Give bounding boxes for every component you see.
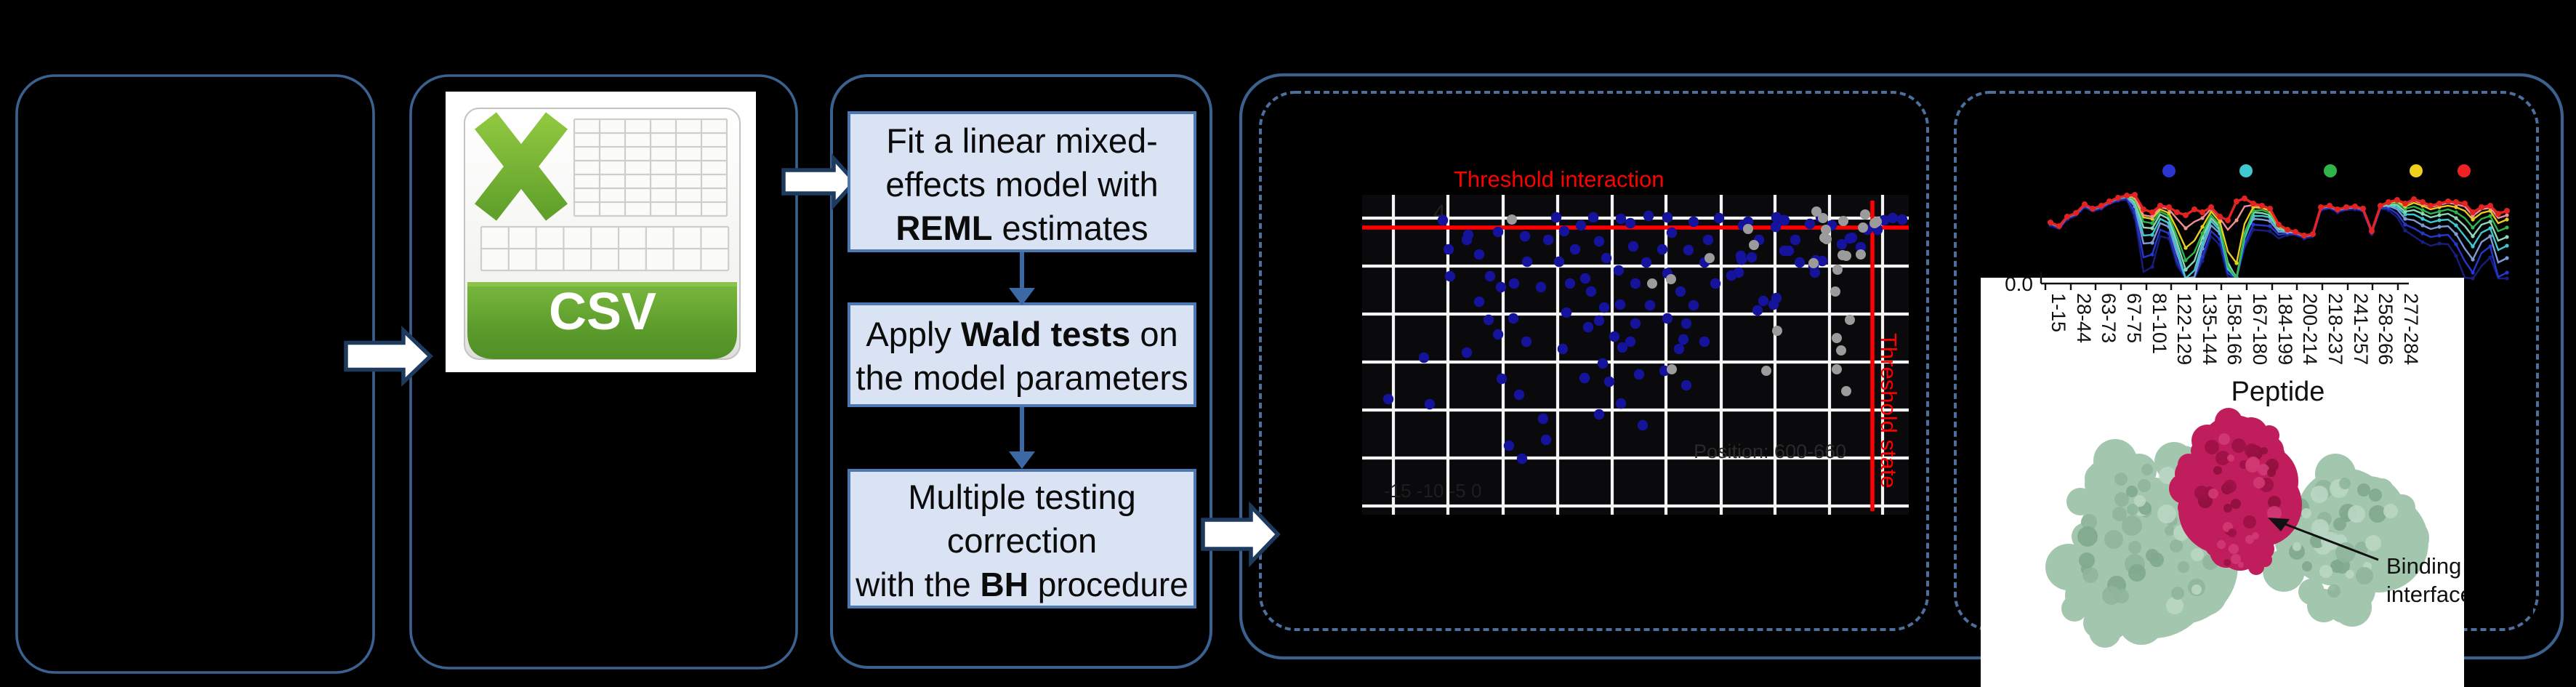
svg-text:interface: interface	[2386, 582, 2473, 607]
svg-text:0.0: 0.0	[2005, 273, 2033, 295]
svg-text:63-73: 63-73	[2098, 293, 2120, 343]
svg-text:-15 -10 -5 0: -15 -10 -5 0	[1384, 480, 1481, 502]
svg-text:1-15: 1-15	[2048, 293, 2069, 332]
svg-text:Apply Wald tests on: Apply Wald tests on	[866, 315, 1178, 353]
svg-text:135-144: 135-144	[2199, 293, 2221, 365]
svg-text:Binding: Binding	[2386, 553, 2461, 579]
svg-text:the model parameters: the model parameters	[856, 358, 1188, 397]
svg-text:67-75: 67-75	[2123, 293, 2145, 343]
svg-text:effects model with: effects model with	[885, 165, 1158, 204]
svg-text:with the BH procedure: with the BH procedure	[855, 566, 1188, 603]
svg-text:Peptide: Peptide	[2231, 377, 2325, 407]
svg-text:277-284: 277-284	[2400, 293, 2422, 365]
svg-text:184-199: 184-199	[2274, 293, 2296, 365]
svg-text:122-129: 122-129	[2173, 293, 2195, 365]
svg-text:158-166: 158-166	[2223, 293, 2245, 365]
svg-text:218-237: 218-237	[2325, 293, 2346, 365]
svg-text:Multiple testing: Multiple testing	[908, 478, 1136, 516]
svg-text:CSV: CSV	[549, 283, 656, 341]
svg-text:REML estimates: REML estimates	[895, 209, 1148, 247]
svg-text:Threshold interaction: Threshold interaction	[1454, 166, 1665, 192]
svg-text:167-180: 167-180	[2249, 293, 2271, 365]
svg-text:Position: 600-660: Position: 600-660	[1694, 441, 1846, 462]
svg-text:241-257: 241-257	[2350, 293, 2372, 365]
svg-text:Fit a linear mixed-: Fit a linear mixed-	[886, 121, 1158, 160]
svg-text:258-266: 258-266	[2375, 293, 2396, 365]
svg-text:200-214: 200-214	[2299, 293, 2321, 365]
svg-text:81-101: 81-101	[2149, 293, 2170, 354]
svg-text:28-44: 28-44	[2073, 293, 2095, 343]
svg-text:correction: correction	[947, 521, 1097, 560]
svg-text:Threshold state: Threshold state	[1876, 333, 1901, 489]
